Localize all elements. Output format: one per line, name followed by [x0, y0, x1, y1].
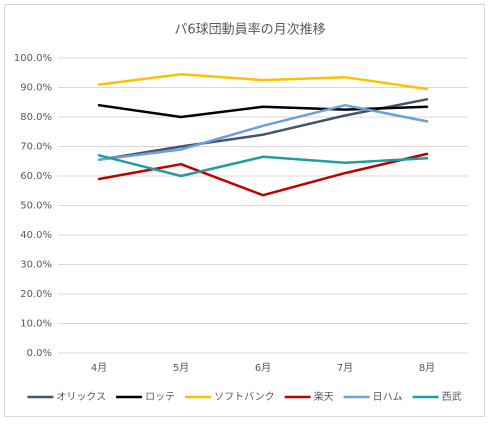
series-line — [97, 72, 429, 91]
y-tick-label: 30.0% — [20, 260, 52, 271]
y-tick-label: 50.0% — [20, 201, 52, 212]
x-tick-label: 7月 — [337, 362, 353, 374]
series-line — [97, 154, 429, 178]
y-tick-label: 100.0% — [14, 53, 52, 64]
y-tick-label: 60.0% — [20, 171, 52, 182]
legend-label: ロッテ — [145, 392, 175, 403]
legend-label: 楽天 — [314, 390, 334, 403]
legend-label: 西武 — [442, 390, 462, 403]
chart-title: パ6球団動員率の月次推移 — [174, 22, 325, 38]
y-tick-label: 0.0% — [27, 348, 52, 359]
y-tick-label: 40.0% — [20, 230, 52, 241]
y-tick-label: 10.0% — [20, 319, 52, 330]
x-tick-label: 6月 — [255, 362, 271, 374]
x-tick-label: 4月 — [91, 362, 107, 374]
series-line — [97, 103, 429, 119]
chart-border — [4, 4, 485, 417]
y-tick-label: 90.0% — [20, 83, 52, 94]
y-tick-label: 80.0% — [20, 112, 52, 123]
series-line — [97, 103, 429, 162]
legend-label: 日ハム — [373, 391, 403, 403]
y-tick-label: 20.0% — [20, 289, 52, 300]
legend-label: ソフトバンク — [214, 391, 275, 403]
y-tick-label: 70.0% — [20, 142, 52, 153]
x-tick-label: 5月 — [173, 362, 189, 374]
legend-label: オリックス — [56, 391, 106, 403]
x-tick-label: 8月 — [419, 362, 435, 374]
